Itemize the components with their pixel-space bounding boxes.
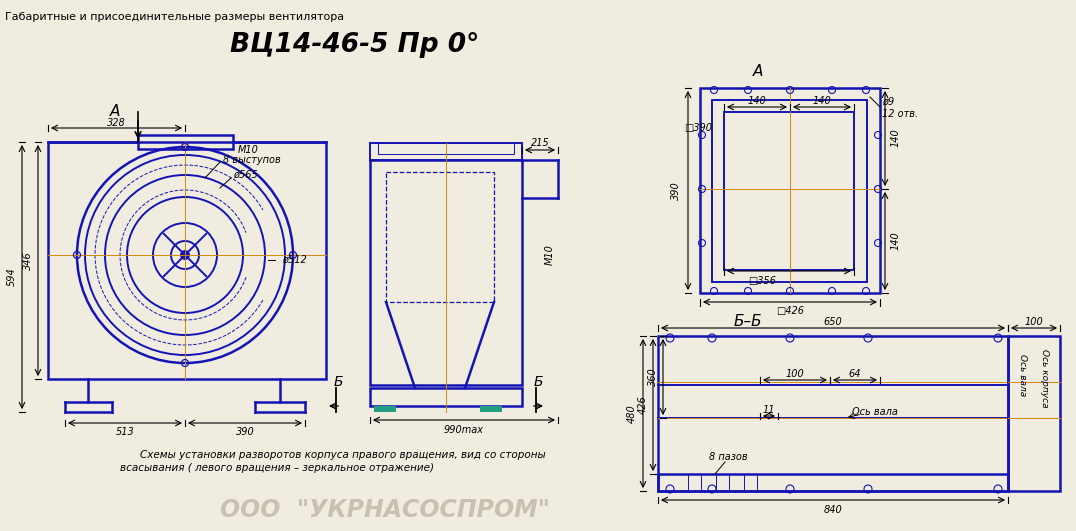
Text: ООО  "УКРНАСОСПРОМ": ООО "УКРНАСОСПРОМ" — [221, 498, 550, 522]
Text: □356: □356 — [748, 276, 776, 286]
Text: M10: M10 — [238, 145, 258, 155]
Text: 11: 11 — [763, 405, 775, 415]
Text: ø565: ø565 — [233, 170, 258, 180]
Text: Ось корпуса: Ось корпуса — [1040, 349, 1049, 407]
Bar — [370, 160, 522, 385]
Text: ø512: ø512 — [283, 255, 308, 265]
Text: 840: 840 — [823, 505, 843, 515]
Text: A: A — [753, 64, 763, 80]
Text: 650: 650 — [823, 317, 843, 327]
Text: □426: □426 — [776, 306, 804, 316]
Text: 140: 140 — [891, 232, 901, 251]
Bar — [1008, 336, 1060, 491]
Text: 390: 390 — [236, 427, 254, 437]
Text: 594: 594 — [8, 268, 17, 286]
Text: Ось вала: Ось вала — [852, 407, 898, 417]
Text: 328: 328 — [108, 118, 126, 128]
Bar — [724, 112, 854, 270]
Bar — [744, 474, 758, 491]
Bar — [48, 142, 326, 379]
Text: 215: 215 — [530, 138, 550, 148]
Text: 360: 360 — [648, 367, 659, 387]
Bar — [480, 406, 502, 412]
Bar — [378, 143, 514, 154]
Bar — [716, 474, 730, 491]
Text: 100: 100 — [785, 369, 805, 379]
Text: Ось вала: Ось вала — [1019, 354, 1028, 396]
Bar — [370, 388, 522, 406]
Bar — [659, 474, 1008, 491]
Bar — [688, 474, 700, 491]
Text: Схемы установки разворотов корпуса правого вращения, вид со стороны: Схемы установки разворотов корпуса право… — [140, 450, 546, 460]
Bar — [138, 135, 233, 149]
Text: 390: 390 — [671, 181, 681, 200]
Text: 346: 346 — [23, 251, 33, 270]
Text: 480: 480 — [627, 404, 637, 423]
Text: 140: 140 — [748, 96, 766, 106]
Text: □390: □390 — [684, 123, 712, 133]
Text: Б: Б — [534, 375, 542, 389]
Text: ø9: ø9 — [882, 97, 894, 107]
Text: 12 отв.: 12 отв. — [882, 109, 918, 119]
Bar — [700, 88, 880, 293]
Text: 513: 513 — [115, 427, 134, 437]
Circle shape — [181, 251, 189, 259]
Text: ВЦ14-46-5 Пр 0°: ВЦ14-46-5 Пр 0° — [230, 32, 480, 58]
Bar — [659, 336, 1008, 491]
Text: M10: M10 — [546, 245, 555, 266]
Bar — [370, 143, 522, 160]
Bar — [374, 406, 396, 412]
Text: A: A — [110, 105, 121, 119]
Text: всасывания ( левого вращения – зеркальное отражение): всасывания ( левого вращения – зеркально… — [121, 463, 434, 473]
Text: Б–Б: Б–Б — [734, 314, 762, 330]
Text: 426: 426 — [638, 396, 648, 414]
Text: Б: Б — [334, 375, 343, 389]
Text: 990max: 990max — [444, 425, 484, 435]
Bar — [386, 172, 494, 302]
Text: 140: 140 — [812, 96, 832, 106]
Bar — [712, 100, 867, 282]
Text: 8 пазов: 8 пазов — [709, 452, 748, 462]
Text: 8 выступов: 8 выступов — [223, 155, 281, 165]
Text: 64: 64 — [849, 369, 861, 379]
Text: 140: 140 — [891, 129, 901, 148]
Text: 100: 100 — [1024, 317, 1044, 327]
Text: Габаритные и присоединительные размеры вентилятора: Габаритные и присоединительные размеры в… — [5, 12, 344, 22]
